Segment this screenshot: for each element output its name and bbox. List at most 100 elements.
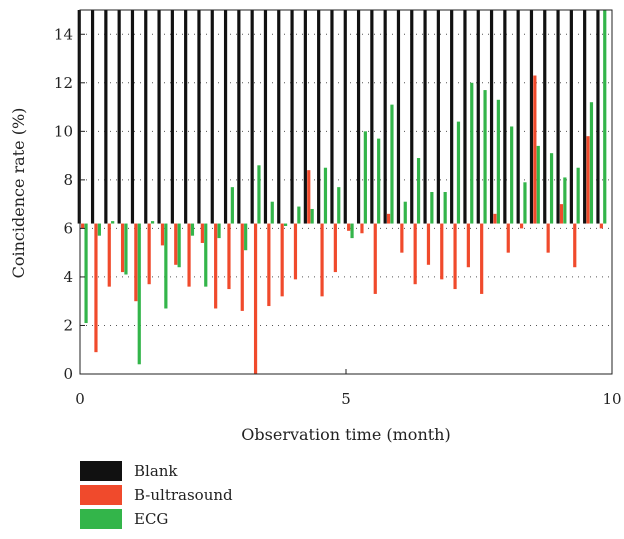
legend-item-ecg: ECG bbox=[80, 508, 233, 530]
bar-b-ultrasound-26 bbox=[426, 223, 431, 265]
bar-b-ultrasound-8 bbox=[187, 223, 191, 287]
bar-blank-4 bbox=[130, 10, 135, 224]
bar-blank-9 bbox=[197, 10, 201, 224]
bar-ecg-9 bbox=[204, 223, 208, 287]
bar-b-ultrasound-7 bbox=[174, 223, 178, 265]
bar-ecg-32 bbox=[510, 126, 514, 224]
bar-b-ultrasound-29 bbox=[466, 223, 470, 268]
bar-blank-17 bbox=[303, 10, 307, 224]
bar-b-ultrasound-27 bbox=[440, 223, 444, 280]
bar-ecg-11 bbox=[230, 187, 234, 224]
bar-b-ultrasound-28 bbox=[453, 223, 457, 290]
bar-b-ultrasound-38 bbox=[586, 136, 590, 224]
bar-ecg-16 bbox=[297, 206, 301, 224]
bar-ecg-25 bbox=[416, 158, 421, 224]
bar-ecg-22 bbox=[377, 138, 381, 224]
bar-b-ultrasound-23 bbox=[386, 213, 391, 224]
bar-b-ultrasound-15 bbox=[280, 223, 284, 297]
bar-ecg-10 bbox=[217, 223, 221, 239]
y-tick-label-14: 14 bbox=[54, 25, 73, 43]
bar-blank-26 bbox=[423, 10, 427, 224]
bar-b-ultrasound-11 bbox=[227, 223, 231, 290]
x-axis-title: Observation time (month) bbox=[241, 425, 450, 444]
legend-swatch-b-ultrasound bbox=[80, 485, 122, 505]
legend-label-blank: Blank bbox=[134, 462, 178, 480]
bar-blank-20 bbox=[343, 10, 347, 224]
x-tick-label-10: 10 bbox=[602, 390, 621, 408]
bar-ecg-28 bbox=[456, 121, 461, 224]
bar-ecg-4 bbox=[137, 223, 141, 365]
bar-ecg-14 bbox=[270, 201, 274, 224]
bar-ecg-34 bbox=[536, 145, 540, 224]
bar-blank-5 bbox=[144, 10, 148, 224]
bar-blank-35 bbox=[543, 10, 547, 224]
bar-b-ultrasound-1 bbox=[94, 223, 98, 353]
bar-blank-18 bbox=[317, 10, 321, 224]
bar-blank-0 bbox=[77, 10, 81, 224]
bar-blank-3 bbox=[117, 10, 121, 224]
bar-blank-34 bbox=[529, 10, 534, 224]
bar-b-ultrasound-22 bbox=[373, 223, 377, 294]
bar-blank-38 bbox=[583, 10, 587, 224]
bar-b-ultrasound-19 bbox=[333, 223, 337, 273]
bar-ecg-0 bbox=[84, 223, 88, 324]
bar-ecg-38 bbox=[589, 102, 594, 224]
y-tick-label-2: 2 bbox=[63, 316, 73, 334]
bar-b-ultrasound-20 bbox=[347, 223, 351, 231]
bar-b-ultrasound-24 bbox=[400, 223, 404, 253]
bar-b-ultrasound-37 bbox=[573, 223, 577, 268]
y-tick-label-0: 0 bbox=[63, 365, 73, 383]
legend-item-b-ultrasound: B-ultrasound bbox=[80, 484, 233, 506]
bar-b-ultrasound-35 bbox=[546, 223, 550, 253]
bar-blank-14 bbox=[263, 10, 268, 224]
bar-ecg-37 bbox=[576, 167, 580, 224]
bar-b-ultrasound-33 bbox=[519, 223, 524, 229]
y-axis-title: Coincidence rate (%) bbox=[9, 108, 28, 279]
legend-item-blank: Blank bbox=[80, 460, 233, 482]
bar-ecg-8 bbox=[190, 223, 195, 236]
legend: Blank B-ultrasound ECG bbox=[80, 460, 233, 532]
bar-ecg-36 bbox=[563, 177, 567, 224]
bars-group bbox=[77, 10, 607, 374]
y-tick-label-10: 10 bbox=[54, 122, 73, 140]
y-tick-label-12: 12 bbox=[54, 74, 73, 92]
legend-swatch-ecg bbox=[80, 509, 122, 529]
bar-b-ultrasound-18 bbox=[320, 223, 324, 297]
bar-blank-27 bbox=[436, 10, 440, 224]
bar-blank-11 bbox=[223, 10, 228, 224]
bar-blank-30 bbox=[476, 10, 480, 224]
bar-ecg-26 bbox=[430, 192, 434, 224]
bar-ecg-29 bbox=[470, 82, 474, 224]
legend-label-ecg: ECG bbox=[134, 510, 169, 528]
bar-blank-12 bbox=[237, 10, 241, 224]
bar-b-ultrasound-31 bbox=[493, 213, 497, 224]
bar-ecg-15 bbox=[283, 223, 288, 226]
bar-blank-37 bbox=[569, 10, 573, 224]
bar-ecg-23 bbox=[390, 104, 394, 224]
bar-blank-33 bbox=[516, 10, 520, 224]
bar-b-ultrasound-12 bbox=[240, 223, 244, 311]
bar-ecg-30 bbox=[483, 90, 487, 224]
bar-b-ultrasound-4 bbox=[134, 223, 138, 302]
y-tick-label-4: 4 bbox=[63, 268, 73, 286]
bar-blank-6 bbox=[157, 10, 161, 224]
y-tick-label-8: 8 bbox=[63, 171, 73, 189]
bar-b-ultrasound-39 bbox=[599, 223, 603, 229]
bar-blank-19 bbox=[330, 10, 334, 224]
bar-b-ultrasound-14 bbox=[267, 223, 271, 307]
bar-ecg-31 bbox=[496, 99, 500, 224]
bar-ecg-19 bbox=[337, 187, 341, 224]
bar-blank-31 bbox=[489, 10, 494, 224]
bar-ecg-2 bbox=[111, 221, 115, 224]
bar-blank-15 bbox=[277, 10, 281, 224]
bar-b-ultrasound-34 bbox=[533, 75, 537, 224]
bar-ecg-6 bbox=[164, 223, 168, 309]
bar-b-ultrasound-21 bbox=[360, 223, 364, 234]
bar-ecg-39 bbox=[603, 10, 607, 224]
bar-ecg-20 bbox=[350, 223, 354, 239]
bar-blank-16 bbox=[290, 10, 294, 224]
bar-ecg-5 bbox=[150, 221, 155, 224]
bar-ecg-18 bbox=[323, 167, 328, 224]
bar-b-ultrasound-3 bbox=[120, 223, 125, 273]
bar-b-ultrasound-36 bbox=[559, 204, 564, 224]
